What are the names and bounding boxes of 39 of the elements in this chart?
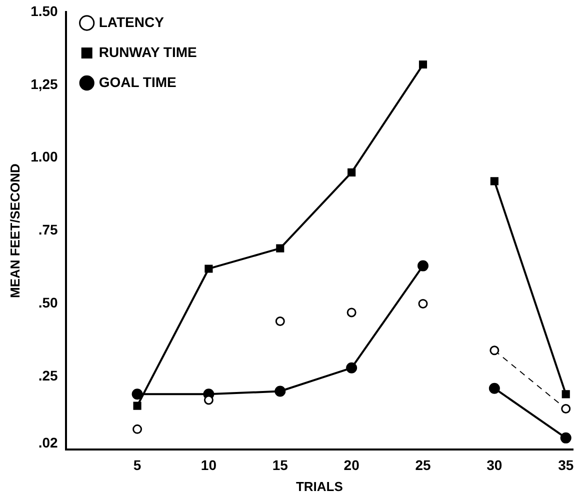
x-tick-label: 15 xyxy=(272,456,288,473)
y-tick-label: 1.00 xyxy=(30,148,58,165)
point xyxy=(204,395,214,405)
point xyxy=(418,60,428,69)
point xyxy=(348,168,356,176)
x-tick-label: 30 xyxy=(486,456,502,473)
x-tick-label: 25 xyxy=(415,456,431,473)
point xyxy=(490,177,498,186)
y-tick-label: 1.50 xyxy=(30,2,58,19)
x-tick-label: 35 xyxy=(558,456,574,473)
point xyxy=(204,264,213,273)
point xyxy=(274,386,286,397)
point xyxy=(561,404,571,414)
point xyxy=(133,402,142,410)
point xyxy=(490,346,500,356)
point xyxy=(346,362,358,374)
point xyxy=(346,308,356,318)
x-tick-label: 10 xyxy=(200,456,217,473)
y-tick-label: .50 xyxy=(38,294,58,311)
x-tick-label: 5 xyxy=(133,456,142,473)
point xyxy=(562,390,570,398)
y-tick-label: 1,25 xyxy=(30,76,58,92)
y-axis-title: MEAN FEET/SECOND xyxy=(7,164,22,298)
point xyxy=(132,424,142,434)
x-tick-label: 20 xyxy=(344,456,360,473)
point xyxy=(276,244,284,252)
y-tick-label: .02 xyxy=(38,434,58,451)
legend-label: LATENCY xyxy=(98,14,165,30)
point xyxy=(418,260,428,272)
point xyxy=(488,382,500,394)
point xyxy=(418,298,428,308)
y-tick-label: .75 xyxy=(38,222,58,238)
legend-label: RUNWAY TIME xyxy=(98,44,197,60)
point xyxy=(560,432,572,444)
point xyxy=(275,316,285,326)
legend-label: GOAL TIME xyxy=(98,74,176,90)
y-tick-label: .25 xyxy=(38,368,58,384)
point xyxy=(132,388,143,400)
x-axis-title: TRIALS xyxy=(296,478,344,494)
